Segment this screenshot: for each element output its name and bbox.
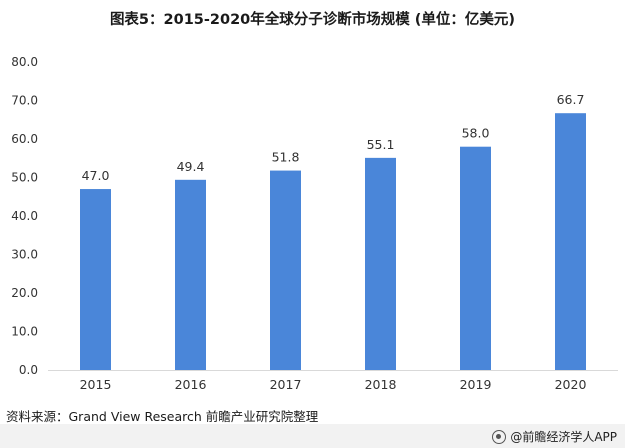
- bar: [365, 157, 396, 370]
- x-tick-label: 2017: [270, 377, 302, 392]
- bar: [80, 189, 111, 370]
- bar: [175, 179, 206, 370]
- data-label: 47.0: [82, 168, 110, 183]
- bar: [270, 170, 301, 370]
- brand-label: @前瞻经济学人APP: [510, 430, 617, 444]
- x-tick-label: 2018: [365, 377, 397, 392]
- y-tick-label: 20.0: [11, 286, 38, 300]
- y-tick-label: 30.0: [11, 248, 38, 262]
- x-tick-label: 2015: [80, 377, 112, 392]
- source-note: 资料来源：Grand View Research 前瞻产业研究院整理: [6, 409, 319, 424]
- x-tick-label: 2020: [555, 377, 587, 392]
- x-tick-label: 2019: [460, 377, 492, 392]
- bar: [460, 146, 491, 370]
- footer-bar: @前瞻经济学人APP: [0, 424, 625, 448]
- y-tick-label: 80.0: [11, 55, 38, 69]
- data-label: 51.8: [272, 150, 300, 165]
- chart-title: 图表5：2015-2020年全球分子诊断市场规模 (单位：亿美元): [109, 12, 516, 28]
- data-label: 55.1: [367, 137, 395, 152]
- bar: [555, 113, 586, 370]
- y-tick-label: 0.0: [19, 363, 38, 377]
- bar-chart: 0.0 10.0 20.0 30.0 40.0 50.0 60.0 70.0 80.0 47.0 2…: [11, 55, 618, 392]
- y-tick-label: 70.0: [11, 94, 38, 108]
- data-label: 66.7: [557, 92, 585, 107]
- data-label: 58.0: [462, 126, 490, 141]
- y-tick-label: 60.0: [11, 132, 38, 146]
- data-label: 49.4: [177, 159, 205, 174]
- x-tick-label: 2016: [175, 377, 207, 392]
- y-tick-label: 10.0: [11, 325, 38, 339]
- brand-logo-icon: [492, 429, 507, 444]
- y-tick-label: 40.0: [11, 209, 38, 223]
- brand-mark: @前瞻经济学人APP: [492, 428, 617, 445]
- y-tick-label: 50.0: [11, 171, 38, 185]
